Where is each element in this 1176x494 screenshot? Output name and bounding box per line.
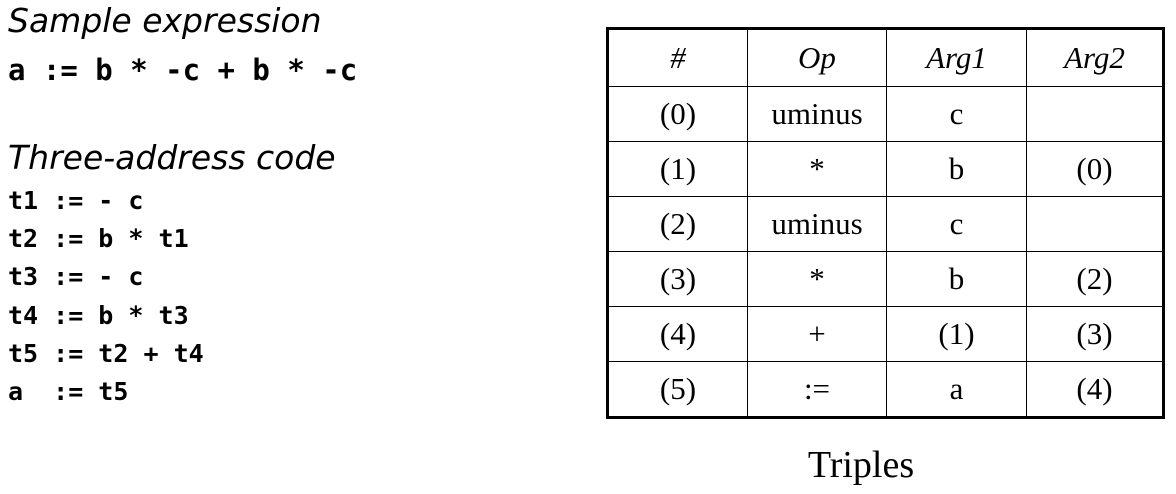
cell-index: (4) (607, 306, 748, 362)
sample-expression-heading: Sample expression (8, 1, 322, 40)
column-header-index: # (607, 28, 748, 87)
table-row: (3) * b (2) (607, 251, 1164, 307)
cell-arg1: a (886, 361, 1027, 418)
column-header-arg2: Arg2 (1026, 28, 1164, 87)
cell-arg2: (2) (1026, 251, 1164, 307)
cell-index: (5) (607, 361, 748, 418)
cell-index: (3) (607, 251, 748, 307)
code-line: t5 := t2 + t4 (8, 338, 204, 368)
column-header-op: Op (747, 28, 887, 87)
cell-arg2: (4) (1026, 361, 1164, 418)
code-line: t2 := b * t1 (8, 224, 189, 254)
table-row: (5) := a (4) (607, 361, 1164, 418)
table-header-row: # Op Arg1 Arg2 (607, 28, 1164, 87)
cell-op: := (747, 361, 887, 418)
cell-index: (2) (607, 196, 748, 252)
cell-arg1: c (886, 196, 1027, 252)
cell-op: uminus (747, 86, 887, 142)
cell-op: * (747, 141, 887, 197)
code-line: t4 := b * t3 (8, 300, 189, 330)
cell-arg2: (0) (1026, 141, 1164, 197)
three-address-code-block: t1 := - c t2 := b * t1 t3 := - c t4 := b… (8, 188, 204, 417)
code-line: t3 := - c (8, 262, 144, 292)
table-row: (0) uminus c (607, 86, 1164, 142)
cell-op: * (747, 251, 887, 307)
cell-arg2: (3) (1026, 306, 1164, 362)
cell-arg1: b (886, 141, 1027, 197)
table-row: (2) uminus c (607, 196, 1164, 252)
triples-table: # Op Arg1 Arg2 (0) uminus c (1) * b (0) … (606, 27, 1165, 419)
cell-arg2 (1026, 86, 1164, 142)
table-caption: Triples (807, 444, 915, 486)
cell-arg1: b (886, 251, 1027, 307)
cell-arg2 (1026, 196, 1164, 252)
cell-op: uminus (747, 196, 887, 252)
cell-arg1: c (886, 86, 1027, 142)
code-line: a := t5 (8, 376, 129, 406)
cell-arg1: (1) (886, 306, 1027, 362)
code-line: t1 := - c (8, 186, 144, 215)
three-address-code-heading: Three-address code (8, 138, 336, 177)
table-row: (1) * b (0) (607, 141, 1164, 197)
sample-expression: a := b * -c + b * -c (8, 53, 358, 87)
cell-index: (0) (607, 86, 748, 142)
cell-index: (1) (607, 141, 748, 197)
table-row: (4) + (1) (3) (607, 306, 1164, 362)
column-header-arg1: Arg1 (886, 28, 1027, 87)
cell-op: + (747, 306, 887, 362)
